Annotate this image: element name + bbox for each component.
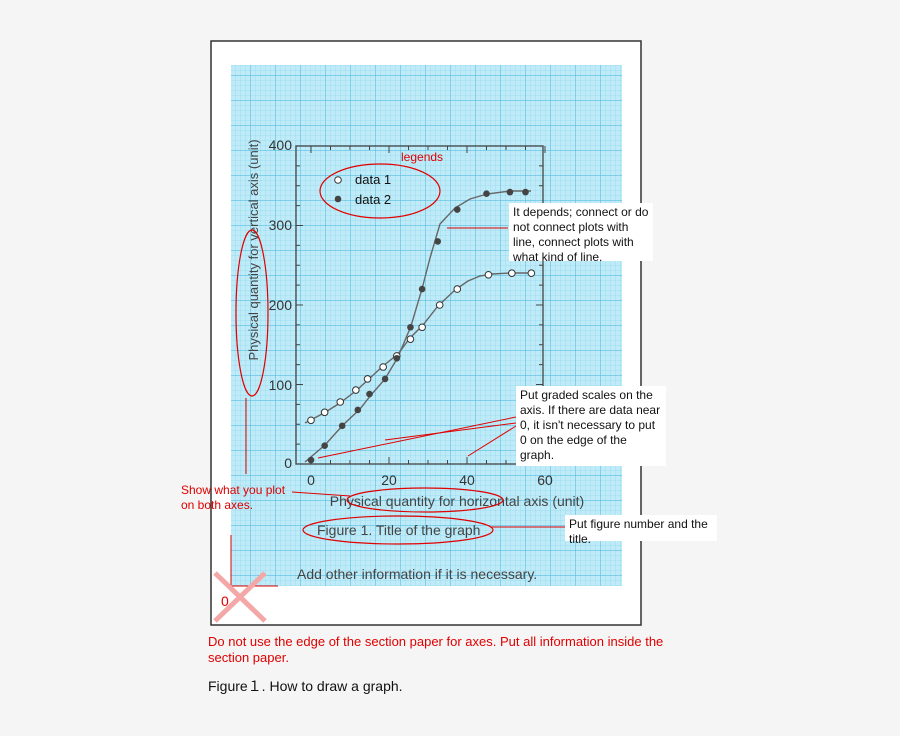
figure-note: Put figure number and the title.: [565, 515, 717, 546]
data-point-series1: [307, 416, 315, 425]
data-point-series2: [418, 285, 426, 293]
data-point-series2: [366, 390, 373, 398]
scale-note-connector: [467, 425, 517, 457]
additional-info-text: Add other information if it is necessary…: [297, 566, 537, 582]
y-axis-label: Physical quantity for vertical axis (uni…: [246, 139, 261, 360]
x-tick-label: 20: [381, 472, 397, 488]
x-label-highlight-ellipse: [346, 487, 504, 513]
y-tick-label: 0: [284, 455, 292, 471]
legend-marker-data1: [334, 176, 342, 184]
legend-marker-data2: [334, 195, 342, 203]
data-point-series1: [320, 408, 329, 417]
data-point-series1: [406, 335, 415, 343]
data-point-series2: [338, 422, 346, 430]
title-highlight-ellipse: [302, 515, 494, 545]
x-tick-label: 0: [307, 472, 315, 488]
data-point-series2: [434, 238, 442, 245]
scale-note: Put graded scales on the axis. If there …: [516, 386, 666, 466]
data-point-series1: [418, 323, 426, 332]
axes-note: Show what you plot on both axes.: [181, 483, 286, 512]
data-point-series2: [407, 323, 414, 331]
data-point-series2: [522, 188, 529, 196]
data-point-series1: [435, 301, 444, 309]
legends-annotation: legends: [401, 150, 443, 164]
y-label-highlight-ellipse: [235, 229, 269, 397]
data-point-series2: [453, 206, 461, 213]
data-point-series2: [381, 375, 389, 383]
data-point-series2: [307, 456, 315, 464]
data-point-series1: [336, 398, 345, 406]
legend-label-data1: data 1: [355, 172, 391, 187]
data-point-series1: [453, 285, 462, 293]
data-point-series1: [363, 375, 372, 383]
data-point-series2: [506, 188, 514, 196]
x-tick-label: 60: [537, 472, 553, 488]
scale-note-connector: [384, 422, 517, 441]
y-tick-label: 200: [269, 297, 293, 313]
data-point-series2: [321, 442, 328, 450]
data-point-series2: [393, 354, 401, 362]
data-point-series2: [483, 190, 490, 197]
data-point-series1: [484, 270, 493, 279]
x-tick-label: 40: [459, 472, 475, 488]
y-tick-label: 300: [269, 217, 293, 233]
data-point-series2: [354, 406, 362, 414]
data-point-series1: [352, 386, 360, 394]
data-points: [307, 188, 536, 464]
y-tick-label: 100: [269, 377, 293, 393]
legend-highlight-ellipse: [319, 163, 441, 219]
figure-caption: Figure１. How to draw a graph.: [208, 678, 403, 694]
y-tick-label: 400: [269, 137, 293, 153]
legend-label-data2: data 2: [355, 192, 391, 207]
x-axis-label: Physical quantity for horizontal axis (u…: [330, 493, 584, 509]
data-point-series1: [379, 363, 387, 371]
data-point-series1: [508, 269, 516, 278]
line-note: It depends; connect or do not connect pl…: [509, 203, 653, 264]
figure-title: Figure 1. Title of the graph: [317, 522, 480, 538]
axes-note-connector: [291, 491, 351, 497]
curve-data2: [304, 190, 531, 463]
scale-note-connector: [317, 416, 517, 459]
wrong-zero-label: 0: [221, 593, 229, 609]
data-point-series1: [527, 269, 536, 278]
edge-warning-text: Do not use the edge of the section paper…: [208, 634, 664, 665]
cross-icon-stroke: [213, 571, 267, 623]
